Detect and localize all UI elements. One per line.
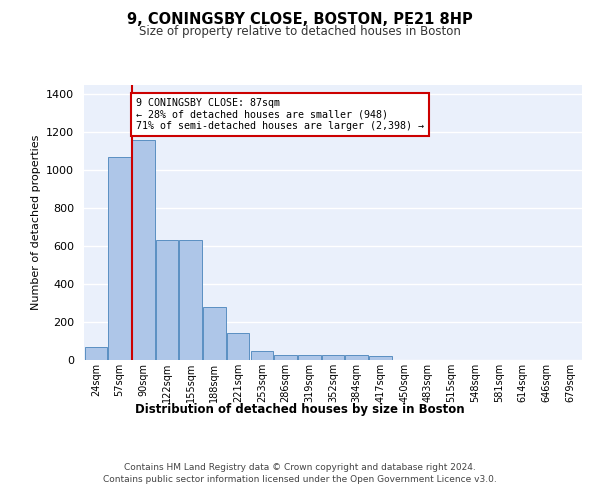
Bar — [85, 346, 107, 360]
Text: 9 CONINGSBY CLOSE: 87sqm
← 28% of detached houses are smaller (948)
71% of semi-: 9 CONINGSBY CLOSE: 87sqm ← 28% of detach… — [136, 98, 424, 132]
Bar — [369, 356, 392, 360]
Bar — [322, 356, 344, 360]
Text: Size of property relative to detached houses in Boston: Size of property relative to detached ho… — [139, 25, 461, 38]
Text: Distribution of detached houses by size in Boston: Distribution of detached houses by size … — [135, 402, 465, 415]
Bar — [179, 240, 202, 360]
Text: 9, CONINGSBY CLOSE, BOSTON, PE21 8HP: 9, CONINGSBY CLOSE, BOSTON, PE21 8HP — [127, 12, 473, 28]
Bar — [156, 240, 178, 360]
Bar — [346, 354, 368, 360]
Bar — [274, 356, 297, 360]
Bar — [227, 334, 250, 360]
Text: Contains HM Land Registry data © Crown copyright and database right 2024.: Contains HM Land Registry data © Crown c… — [124, 462, 476, 471]
Bar — [251, 350, 273, 360]
Text: Contains public sector information licensed under the Open Government Licence v3: Contains public sector information licen… — [103, 475, 497, 484]
Bar — [203, 307, 226, 360]
Bar — [132, 140, 155, 360]
Bar — [109, 157, 131, 360]
Y-axis label: Number of detached properties: Number of detached properties — [31, 135, 41, 310]
Bar — [298, 356, 320, 360]
